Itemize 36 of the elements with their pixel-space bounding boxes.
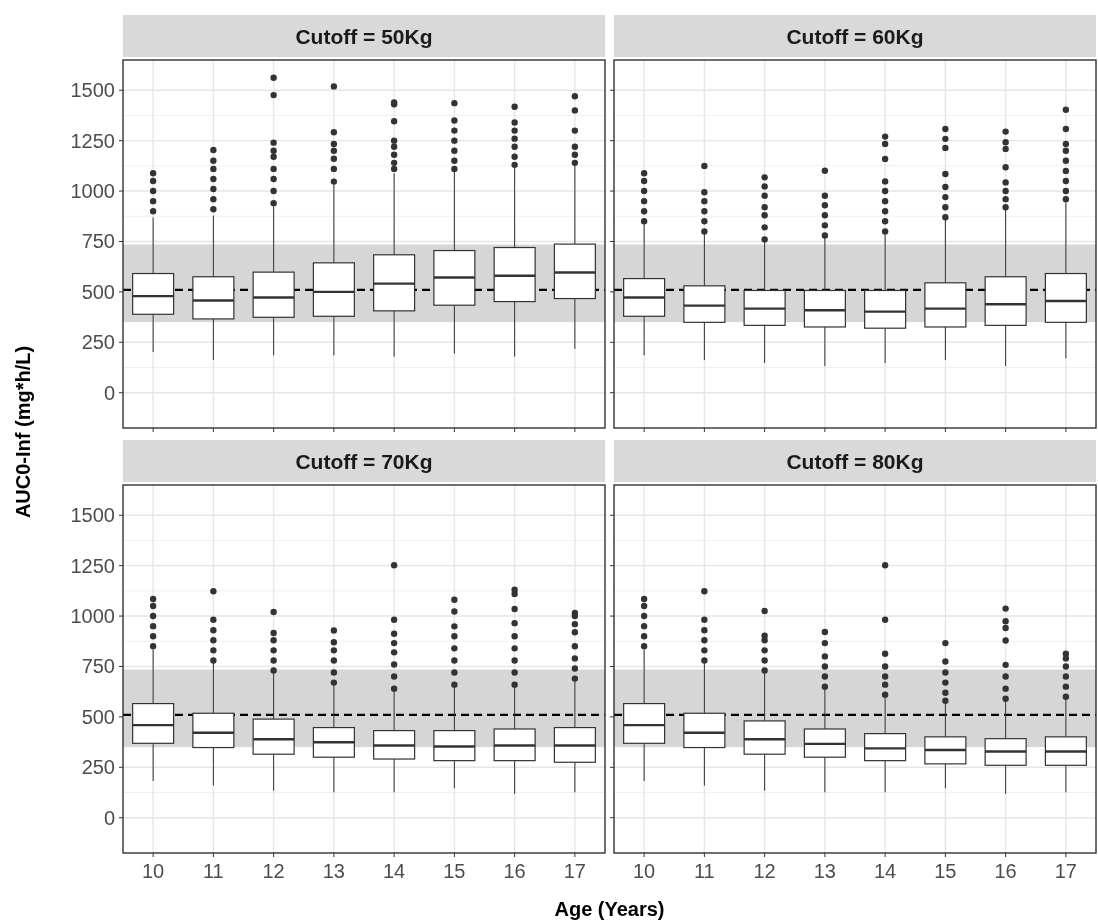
chart-title: Cutoff = 70Kg [295, 450, 433, 473]
x-tick-label: 11 [202, 860, 224, 882]
x-tick-label: 16 [994, 860, 1017, 882]
y-tick-label: 1250 [70, 129, 115, 152]
x-tick-label: 17 [1054, 860, 1077, 882]
y-tick-label: 750 [81, 655, 115, 678]
y-tick-label: 250 [81, 331, 115, 354]
y-tick-label: 0 [103, 381, 115, 404]
y-tick-label: 500 [81, 280, 115, 303]
y-tick-label: 1250 [70, 554, 115, 577]
x-tick-label: 13 [813, 860, 836, 882]
y-tick-label: 750 [81, 230, 115, 253]
chart-title: Cutoff = 50Kg [295, 25, 433, 48]
y-tick-label: 500 [81, 705, 115, 728]
x-tick-label: 13 [322, 860, 345, 882]
x-tick-label: 17 [563, 860, 586, 882]
x-tick-label: 10 [633, 860, 656, 882]
y-tick-label: 0 [103, 806, 115, 829]
x-tick-label: 12 [262, 860, 285, 882]
x-tick-label: 16 [503, 860, 526, 882]
y-tick-label: 1000 [70, 180, 115, 203]
x-tick-label: 12 [753, 860, 776, 882]
x-axis-title: Age (Years) [554, 898, 665, 920]
y-tick-label: 1500 [70, 504, 115, 527]
x-tick-label: 11 [693, 860, 715, 882]
chart-title: Cutoff = 80Kg [786, 450, 924, 473]
chart-title: Cutoff = 60Kg [786, 25, 924, 48]
y-tick-label: 250 [81, 756, 115, 779]
x-tick-label: 14 [874, 860, 897, 882]
x-tick-label: 10 [142, 860, 165, 882]
x-tick-label: 15 [443, 860, 466, 882]
x-tick-label: 14 [383, 860, 406, 882]
y-tick-label: 1500 [70, 79, 115, 102]
y-tick-label: 1000 [70, 605, 115, 628]
y-axis-title: AUC0-Inf (mg*h/L) [12, 345, 34, 519]
x-tick-label: 15 [934, 860, 957, 882]
